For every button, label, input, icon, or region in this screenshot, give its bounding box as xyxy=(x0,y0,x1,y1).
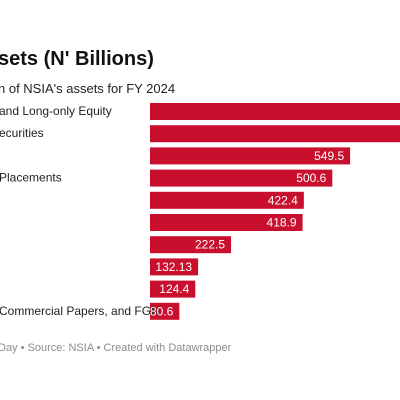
bar-10 xyxy=(150,302,180,320)
category-label-4: Placements xyxy=(0,171,62,185)
category-labels-group: and Long-only Equity ecurities Placements C… xyxy=(0,104,160,318)
value-label-9: 124.4 xyxy=(159,282,189,296)
category-label-2: ecurities xyxy=(0,126,44,140)
chart-title: sets (N' Billions) xyxy=(0,48,154,70)
category-label-10: Commercial Papers, and FGN xyxy=(0,304,160,318)
bar-6 xyxy=(150,214,303,231)
category-label-1: and Long-only Equity xyxy=(0,104,112,118)
bar-1 xyxy=(150,103,400,120)
bar-3 xyxy=(150,147,351,165)
bar-7 xyxy=(150,236,232,254)
bar-2 xyxy=(150,125,400,143)
bar-5 xyxy=(150,191,304,209)
bar-8 xyxy=(150,258,199,276)
chart-footer: Day • Source: NSIA • Created with Datawr… xyxy=(0,342,232,354)
value-label-10: 80.6 xyxy=(150,304,174,318)
chart-subtitle: n of NSIA's assets for FY 2024 xyxy=(0,81,175,96)
value-label-3: 549.5 xyxy=(314,149,344,163)
bar-9 xyxy=(150,280,196,298)
value-label-5: 422.4 xyxy=(268,193,298,207)
bars-group xyxy=(150,103,400,320)
value-label-4: 500.6 xyxy=(296,171,326,185)
bar-4 xyxy=(150,169,333,187)
value-label-8: 132.13 xyxy=(155,260,192,274)
value-label-7: 222.5 xyxy=(195,238,225,252)
value-label-6: 418.9 xyxy=(267,216,297,230)
